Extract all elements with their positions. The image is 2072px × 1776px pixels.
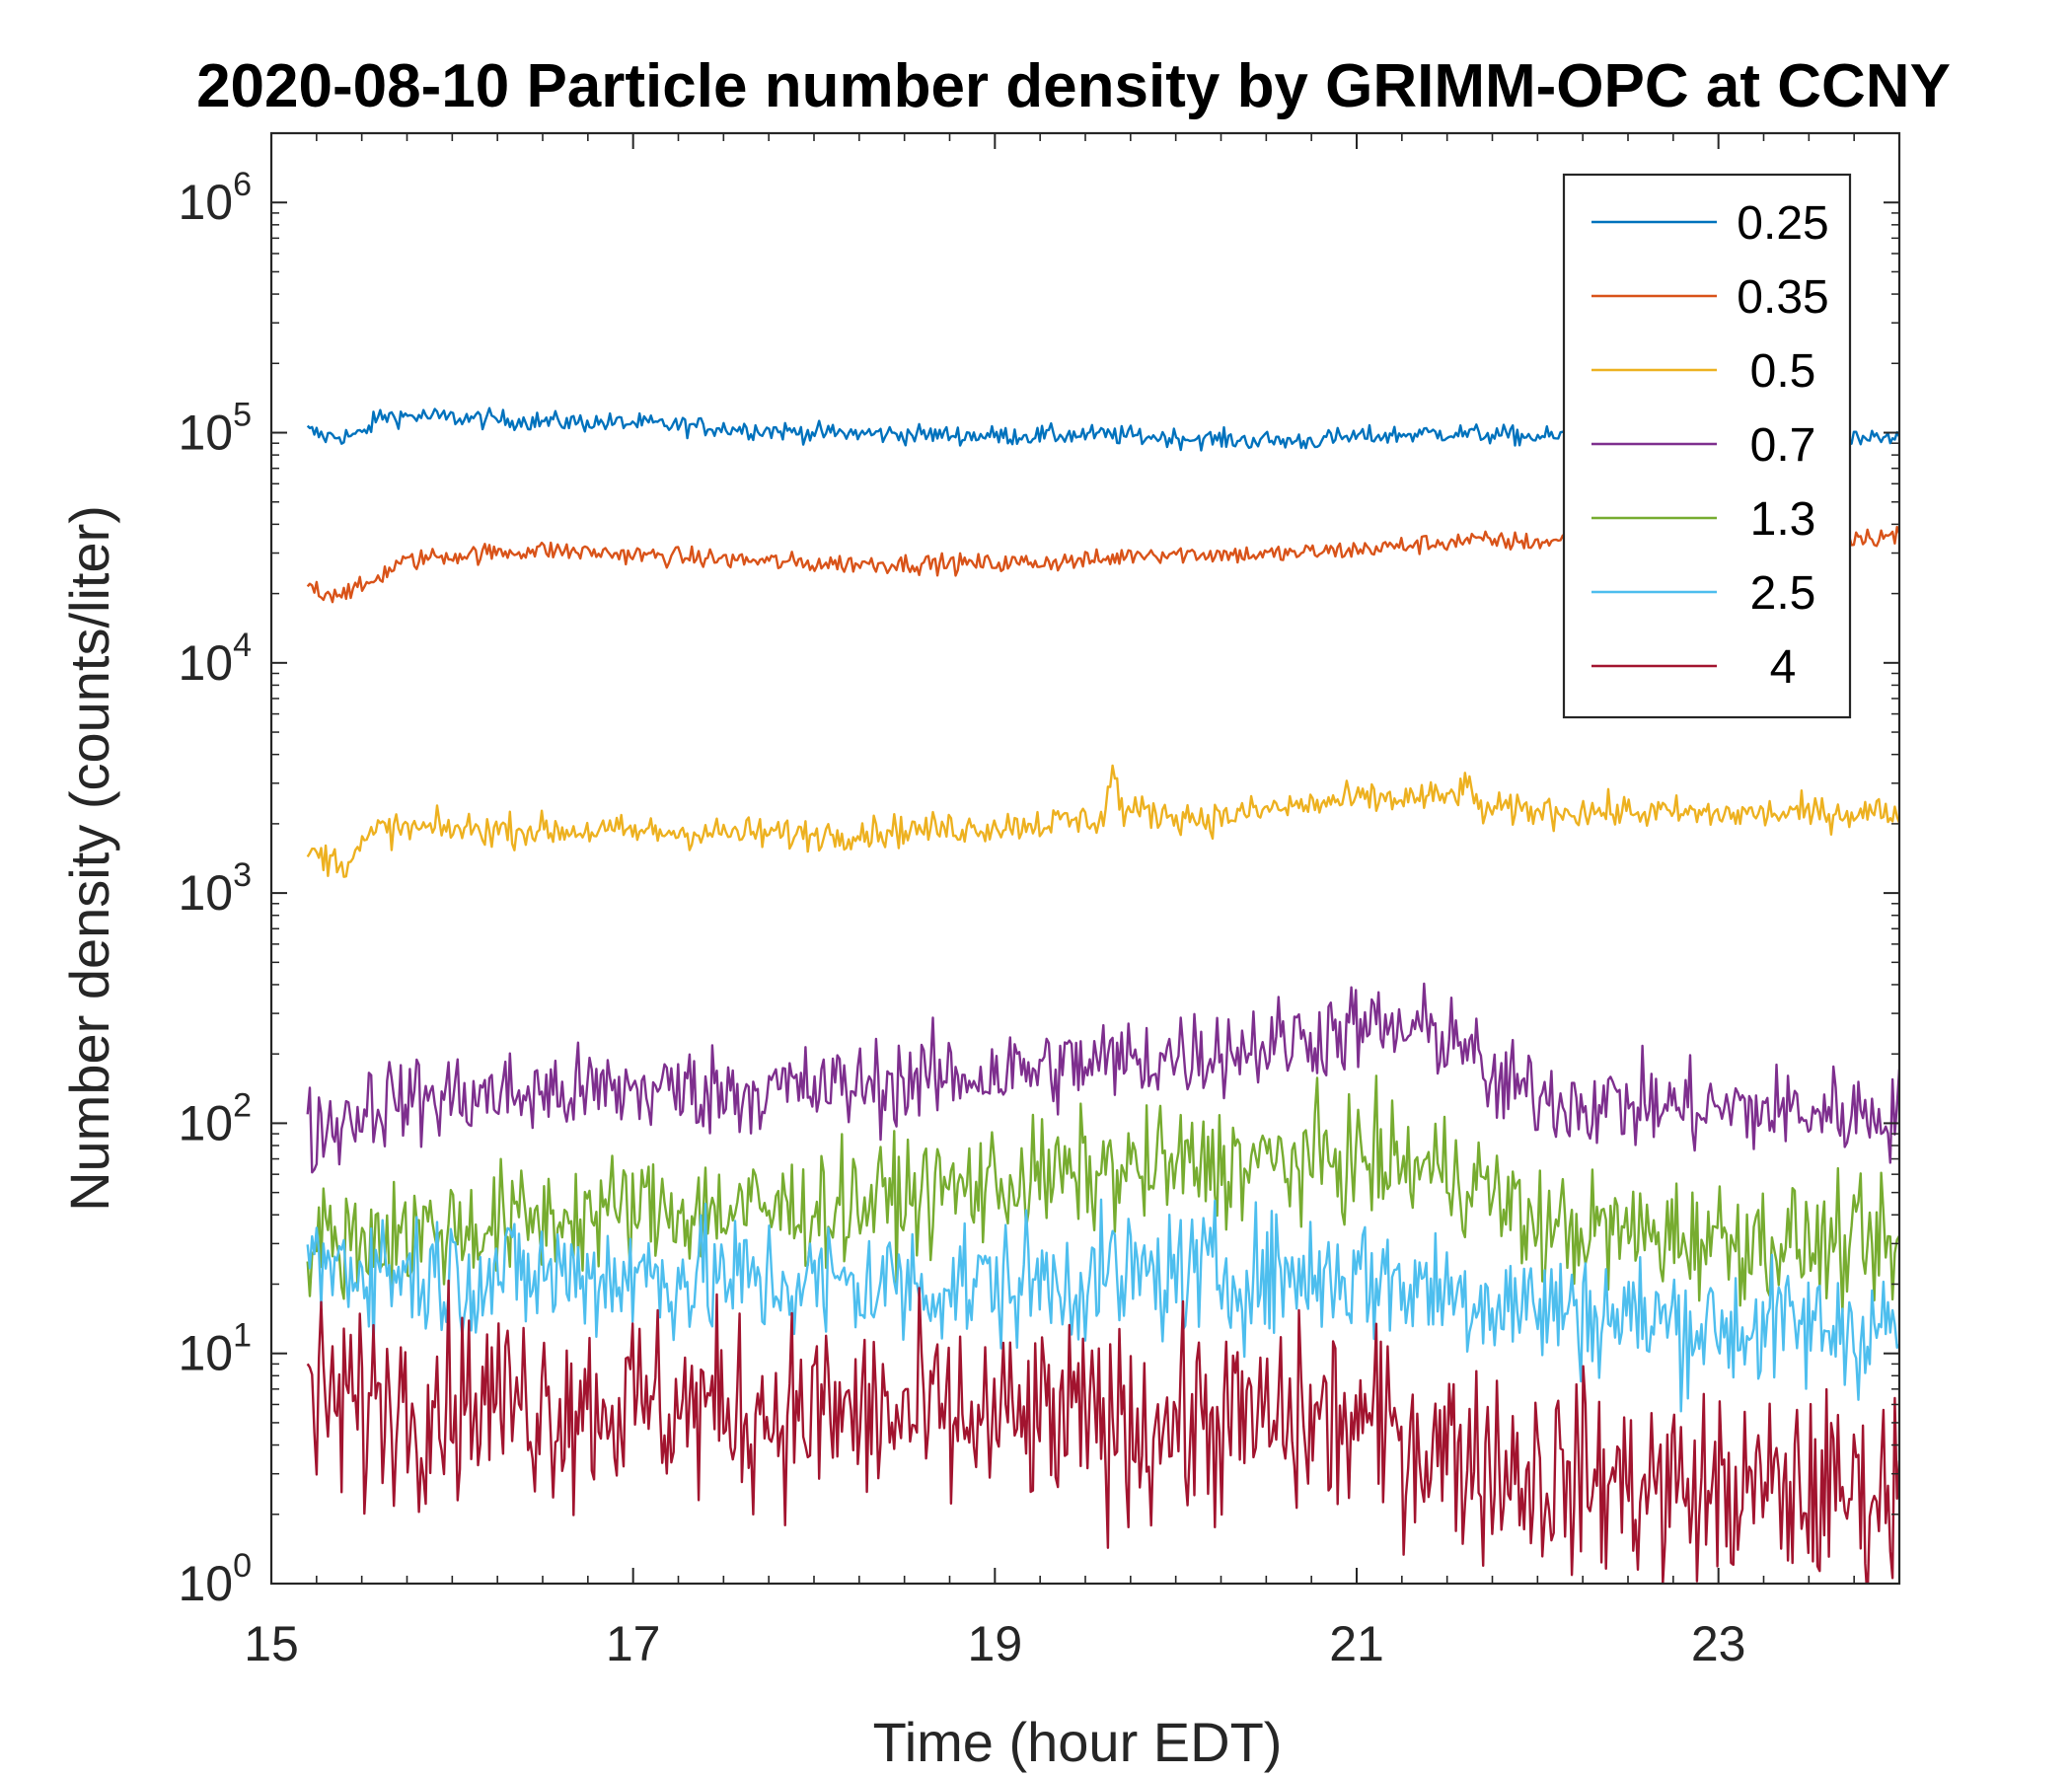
y-tick-label: 104 [178, 627, 252, 691]
x-axis-label: Time (hour EDT) [873, 1711, 1283, 1773]
series-line-2-5 [306, 1198, 1899, 1413]
y-tick-label: 101 [178, 1317, 252, 1381]
legend-label: 0.35 [1737, 271, 1828, 324]
legend-label: 2.5 [1750, 567, 1816, 620]
x-tick-label: 17 [606, 1616, 661, 1671]
series-lines [306, 407, 1899, 1584]
legend-label: 0.5 [1750, 345, 1816, 398]
plot-area [269, 131, 1901, 1586]
series-line-1-3 [306, 1074, 1899, 1314]
y-tick-label: 103 [178, 856, 252, 921]
y-tick-label: 102 [178, 1086, 252, 1150]
x-tick-label: 21 [1329, 1616, 1384, 1671]
y-tick-label: 106 [178, 166, 252, 230]
legend-box [1562, 173, 1852, 719]
x-axis: 15 17 19 21 23 [244, 133, 1900, 1671]
y-axis: 100 101 102 103 104 105 106 [178, 166, 1899, 1611]
legend-label: 4 [1770, 641, 1797, 694]
series-line-0-5 [306, 764, 1899, 878]
x-tick-label: 19 [968, 1616, 1023, 1671]
legend-label: 0.25 [1737, 197, 1828, 250]
chart-title: 2020-08-10 Particle number density by GR… [196, 52, 1951, 120]
x-tick-label: 23 [1691, 1616, 1746, 1671]
y-tick-label: 100 [178, 1547, 252, 1611]
legend-label: 1.3 [1750, 493, 1816, 546]
series-line-4 [306, 1279, 1899, 1584]
y-tick-label: 105 [178, 397, 252, 461]
series-line-0-7 [306, 982, 1899, 1174]
y-axis-label: Number density (counts/liter) [58, 505, 120, 1212]
legend: 0.25 0.35 0.5 0.7 1.3 2.5 4 [1562, 173, 1852, 719]
legend-label: 0.7 [1750, 419, 1816, 472]
x-tick-label: 15 [244, 1616, 299, 1671]
